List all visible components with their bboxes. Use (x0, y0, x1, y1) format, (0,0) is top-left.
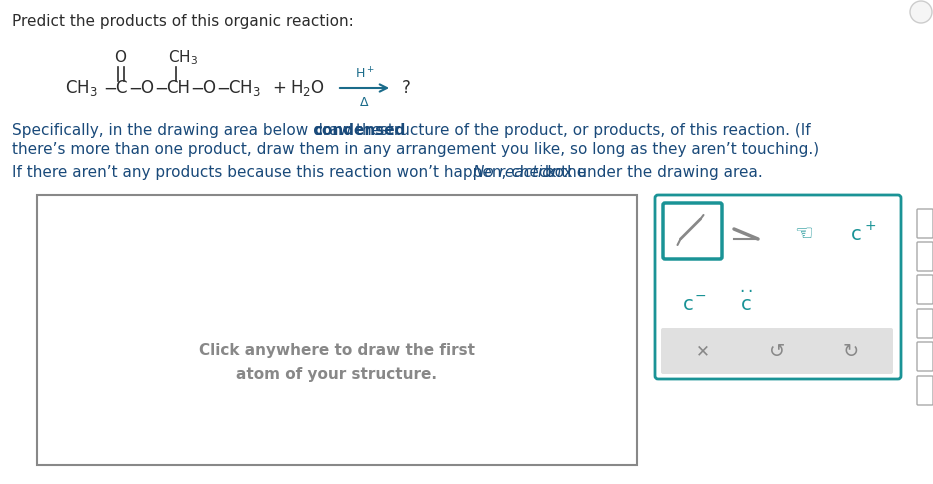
Text: No reaction: No reaction (473, 165, 562, 180)
Text: $-$: $-$ (216, 79, 230, 97)
Text: +: + (864, 219, 876, 233)
Bar (37, 195, 637, 465)
Text: $-$: $-$ (103, 79, 118, 97)
Text: Specifically, in the drawing area below draw the: Specifically, in the drawing area below … (12, 123, 386, 138)
Text: O: O (114, 50, 126, 65)
Text: O: O (202, 79, 215, 97)
Circle shape (910, 1, 932, 23)
Text: ✕: ✕ (696, 342, 710, 360)
Text: ?: ? (402, 79, 411, 97)
FancyBboxPatch shape (661, 328, 893, 374)
Text: c: c (851, 225, 861, 243)
Text: CH$_3$: CH$_3$ (228, 78, 260, 98)
Text: ·: · (747, 283, 753, 301)
Text: $-$: $-$ (128, 79, 142, 97)
Text: c: c (683, 294, 693, 314)
Text: H$_2$O: H$_2$O (290, 78, 325, 98)
Text: H$^+$: H$^+$ (355, 66, 374, 82)
Text: $-$: $-$ (190, 79, 204, 97)
Text: CH$_3$: CH$_3$ (65, 78, 98, 98)
Text: CH$_3$: CH$_3$ (168, 49, 198, 67)
Text: ☜: ☜ (795, 224, 814, 244)
FancyBboxPatch shape (655, 195, 901, 379)
Text: CH: CH (166, 79, 190, 97)
FancyBboxPatch shape (917, 242, 933, 271)
Text: C: C (115, 79, 127, 97)
FancyBboxPatch shape (917, 309, 933, 338)
FancyBboxPatch shape (917, 342, 933, 371)
FancyBboxPatch shape (917, 209, 933, 238)
FancyBboxPatch shape (917, 376, 933, 405)
Text: −: − (694, 289, 705, 303)
Text: ·: · (739, 283, 745, 301)
Text: condensed: condensed (313, 123, 406, 138)
Text: box under the drawing area.: box under the drawing area. (540, 165, 762, 180)
Text: $-$: $-$ (154, 79, 168, 97)
Text: Click anywhere to draw the first
atom of your structure.: Click anywhere to draw the first atom of… (199, 343, 475, 381)
Text: Predict the products of this organic reaction:: Predict the products of this organic rea… (12, 14, 354, 29)
FancyBboxPatch shape (917, 275, 933, 304)
Text: +: + (272, 79, 285, 97)
Text: ↺: ↺ (769, 342, 786, 361)
Text: ↻: ↻ (842, 342, 859, 361)
Text: $\Delta$: $\Delta$ (359, 95, 369, 108)
Text: O: O (140, 79, 153, 97)
Text: structure of the product, or products, of this reaction. (If: structure of the product, or products, o… (374, 123, 810, 138)
Text: If there aren’t any products because this reaction won’t happen, check the: If there aren’t any products because thi… (12, 165, 592, 180)
FancyBboxPatch shape (663, 203, 722, 259)
Text: c: c (741, 294, 751, 314)
Text: there’s more than one product, draw them in any arrangement you like, so long as: there’s more than one product, draw them… (12, 142, 819, 157)
